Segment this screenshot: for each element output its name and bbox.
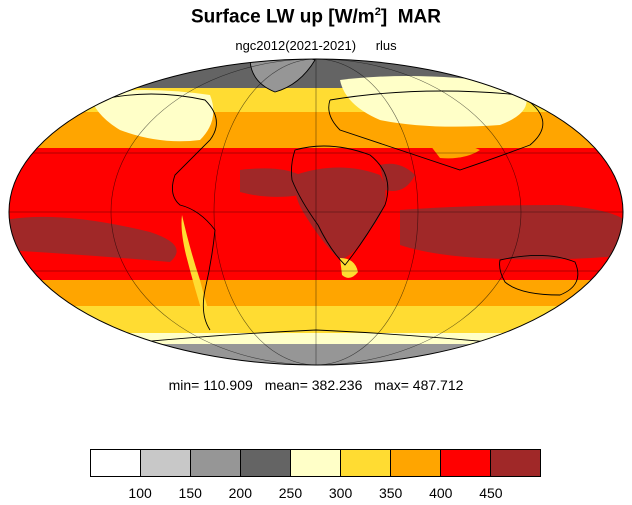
colorbar <box>90 449 541 477</box>
map-subtitle: ngc2012(2021-2021) rlus <box>0 38 632 53</box>
stat-min: min= 110.909 <box>168 377 253 393</box>
title-text: Surface LW up [W/m <box>191 6 375 28</box>
greenland <box>250 59 315 92</box>
africa-hot <box>294 167 386 260</box>
colorbar-label: 400 <box>429 485 453 501</box>
andes-cool <box>181 215 210 318</box>
south-africa-cool <box>340 258 358 278</box>
graticule <box>9 59 623 365</box>
stat-mean: mean= 382.236 <box>264 377 363 393</box>
variable-label: rlus <box>375 38 397 53</box>
colorbar-box <box>341 450 391 476</box>
map-border <box>8 58 624 366</box>
colorbar-box <box>141 450 191 476</box>
colorbar-box <box>491 450 540 476</box>
statistics-line: min= 110.909 mean= 382.236 max= 487.712 <box>0 377 632 393</box>
colorbar-box <box>91 450 141 476</box>
colorbar-label: 300 <box>328 485 353 501</box>
colorbar-label: 250 <box>278 485 303 501</box>
title-close: ] <box>380 6 388 28</box>
siberia-cool <box>340 76 527 127</box>
colorbar-label: 450 <box>479 485 503 501</box>
colorbar-box <box>391 450 441 476</box>
map-title: Surface LW up [W/m2] MAR <box>0 6 632 28</box>
stat-max: max= 487.712 <box>374 377 464 393</box>
title-month: MAR <box>397 6 441 28</box>
indo-pacific-warm-pool <box>400 205 623 260</box>
north-america-cool <box>90 90 214 142</box>
pacific-warm-pool <box>9 216 177 262</box>
run-label: ngc2012(2021-2021) <box>235 38 357 53</box>
colorbar-box <box>241 450 291 476</box>
colorbar-label: 350 <box>378 485 403 501</box>
title-superscript: 2 <box>374 6 381 18</box>
colorbar-label: 150 <box>178 485 202 501</box>
colorbar-box <box>191 450 241 476</box>
colorbar-label: 200 <box>228 485 253 501</box>
himalaya-cool <box>430 143 480 159</box>
colorbar-box <box>441 450 491 476</box>
colorbar-box <box>291 450 341 476</box>
arabia-hot <box>380 163 415 191</box>
colorbar-label: 100 <box>128 485 152 501</box>
atlantic-warm <box>240 168 300 197</box>
map-field <box>9 59 623 365</box>
